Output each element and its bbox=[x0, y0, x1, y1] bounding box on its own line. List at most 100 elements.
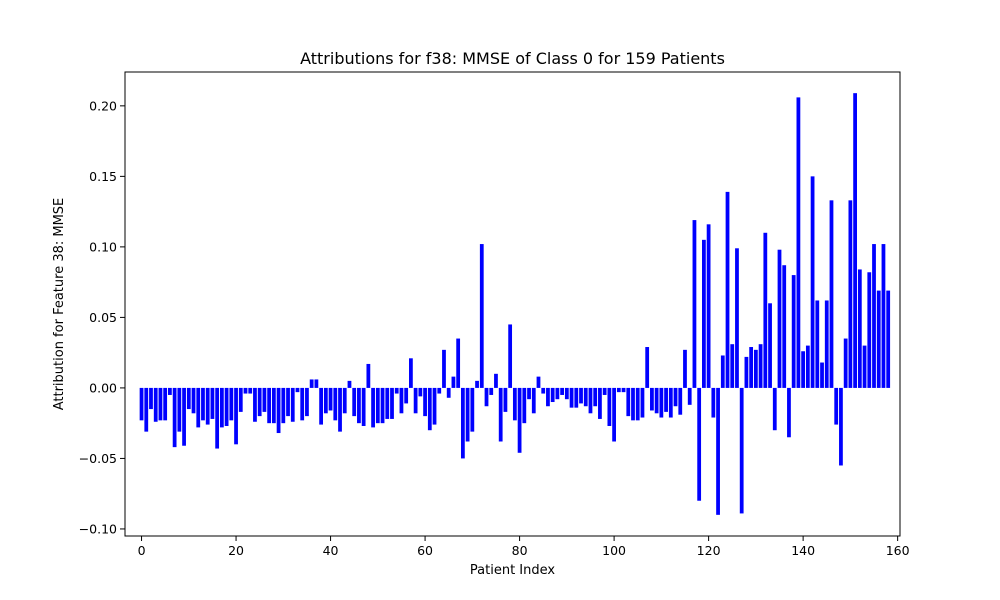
bar bbox=[616, 387, 621, 393]
bar bbox=[867, 272, 872, 388]
bar bbox=[772, 387, 777, 431]
bar bbox=[848, 200, 853, 388]
bar bbox=[323, 387, 328, 414]
bar bbox=[309, 379, 314, 388]
x-tick-label: 100 bbox=[602, 543, 626, 558]
bar bbox=[342, 387, 347, 414]
bar bbox=[489, 387, 494, 395]
bar bbox=[631, 387, 635, 421]
bar bbox=[484, 387, 489, 407]
bar bbox=[465, 387, 470, 442]
y-tick-label: 0.10 bbox=[89, 239, 117, 254]
bar bbox=[692, 220, 697, 388]
bar bbox=[579, 387, 583, 404]
bar bbox=[418, 387, 423, 397]
bar bbox=[224, 387, 229, 426]
bar bbox=[357, 387, 361, 424]
bar bbox=[531, 387, 536, 414]
bar bbox=[479, 244, 484, 388]
bar bbox=[706, 224, 711, 388]
bar bbox=[423, 387, 427, 417]
bar bbox=[810, 176, 815, 388]
x-tick-label: 40 bbox=[323, 543, 339, 558]
bar bbox=[215, 387, 220, 449]
y-tick-label: 0.00 bbox=[89, 380, 117, 395]
bar bbox=[248, 387, 253, 394]
bar bbox=[399, 387, 404, 414]
bar bbox=[243, 387, 248, 394]
bar bbox=[300, 387, 305, 421]
bar bbox=[182, 387, 186, 446]
bar bbox=[787, 387, 791, 438]
bar bbox=[205, 387, 210, 425]
bar bbox=[276, 387, 281, 434]
x-axis: 0 20 40 60 80 100 120 140 160 bbox=[138, 536, 910, 558]
bar bbox=[839, 387, 843, 466]
bar bbox=[763, 232, 768, 388]
bar bbox=[744, 356, 749, 388]
bar bbox=[607, 387, 612, 426]
x-tick-label: 160 bbox=[886, 543, 910, 558]
bar bbox=[451, 376, 456, 388]
bar bbox=[645, 347, 650, 388]
bar bbox=[158, 387, 163, 421]
bar bbox=[319, 387, 323, 425]
bar bbox=[659, 387, 664, 418]
bar bbox=[196, 387, 201, 428]
bar bbox=[735, 248, 739, 388]
bar bbox=[139, 387, 144, 421]
bar bbox=[546, 387, 550, 407]
bar bbox=[876, 290, 881, 388]
bar bbox=[149, 387, 153, 410]
bar bbox=[574, 387, 579, 408]
bar bbox=[782, 265, 787, 388]
bar bbox=[234, 387, 238, 445]
bar bbox=[409, 358, 413, 388]
bar bbox=[446, 387, 451, 398]
bar bbox=[442, 349, 446, 388]
bar bbox=[210, 387, 215, 419]
bar bbox=[394, 387, 399, 394]
bar bbox=[229, 387, 234, 421]
x-tick-label: 80 bbox=[512, 543, 528, 558]
bar bbox=[687, 387, 692, 405]
bar bbox=[720, 355, 725, 388]
bar bbox=[413, 387, 418, 414]
bar bbox=[602, 387, 607, 395]
bar bbox=[683, 349, 687, 388]
bar bbox=[352, 387, 357, 417]
bar bbox=[385, 387, 390, 419]
x-tick-label: 120 bbox=[697, 543, 721, 558]
bar bbox=[668, 387, 673, 418]
bar bbox=[512, 387, 517, 421]
bar bbox=[262, 387, 267, 412]
bars-group bbox=[139, 93, 891, 515]
bar bbox=[796, 97, 801, 388]
bar bbox=[801, 351, 806, 388]
bar bbox=[460, 387, 465, 459]
bar bbox=[314, 379, 319, 388]
bar bbox=[588, 387, 593, 414]
bar bbox=[503, 387, 508, 412]
bar bbox=[404, 387, 409, 404]
bar bbox=[286, 387, 290, 417]
bar bbox=[716, 387, 720, 515]
bar bbox=[711, 387, 716, 418]
bar bbox=[494, 373, 498, 388]
bar bbox=[295, 387, 300, 393]
bar bbox=[730, 344, 735, 388]
bar bbox=[536, 376, 541, 388]
bar bbox=[664, 387, 668, 412]
bar bbox=[498, 387, 503, 442]
bar bbox=[271, 387, 276, 424]
bar bbox=[555, 387, 560, 400]
bar bbox=[678, 387, 683, 415]
bar bbox=[371, 387, 375, 428]
bar bbox=[753, 349, 758, 388]
bar bbox=[177, 387, 182, 432]
bar bbox=[541, 387, 546, 394]
bar bbox=[456, 338, 461, 388]
bar bbox=[281, 387, 286, 424]
x-tick-label: 20 bbox=[228, 543, 244, 558]
